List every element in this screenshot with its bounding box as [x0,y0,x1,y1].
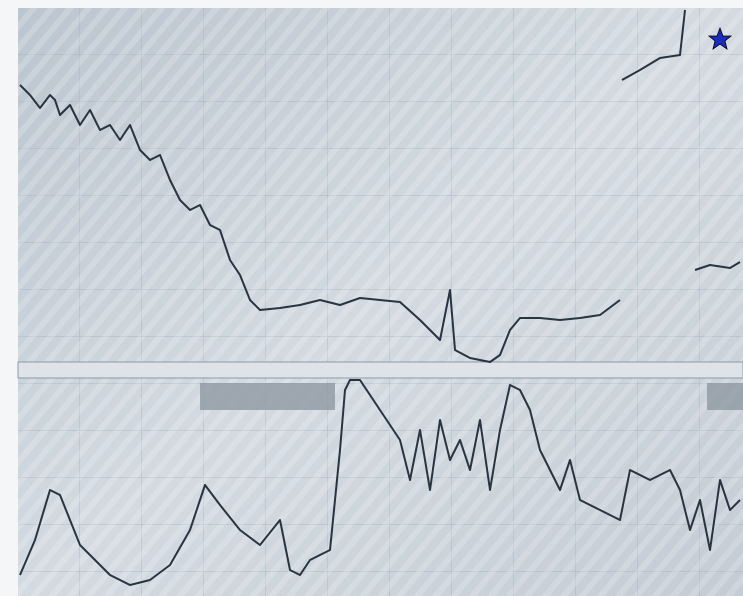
label-box [707,383,743,410]
label-box [200,383,335,410]
data-line [19,9,741,363]
moire [18,8,743,596]
pane-separator [17,361,743,379]
data-line [19,379,741,586]
plots [19,9,741,586]
star-icon [707,26,733,50]
